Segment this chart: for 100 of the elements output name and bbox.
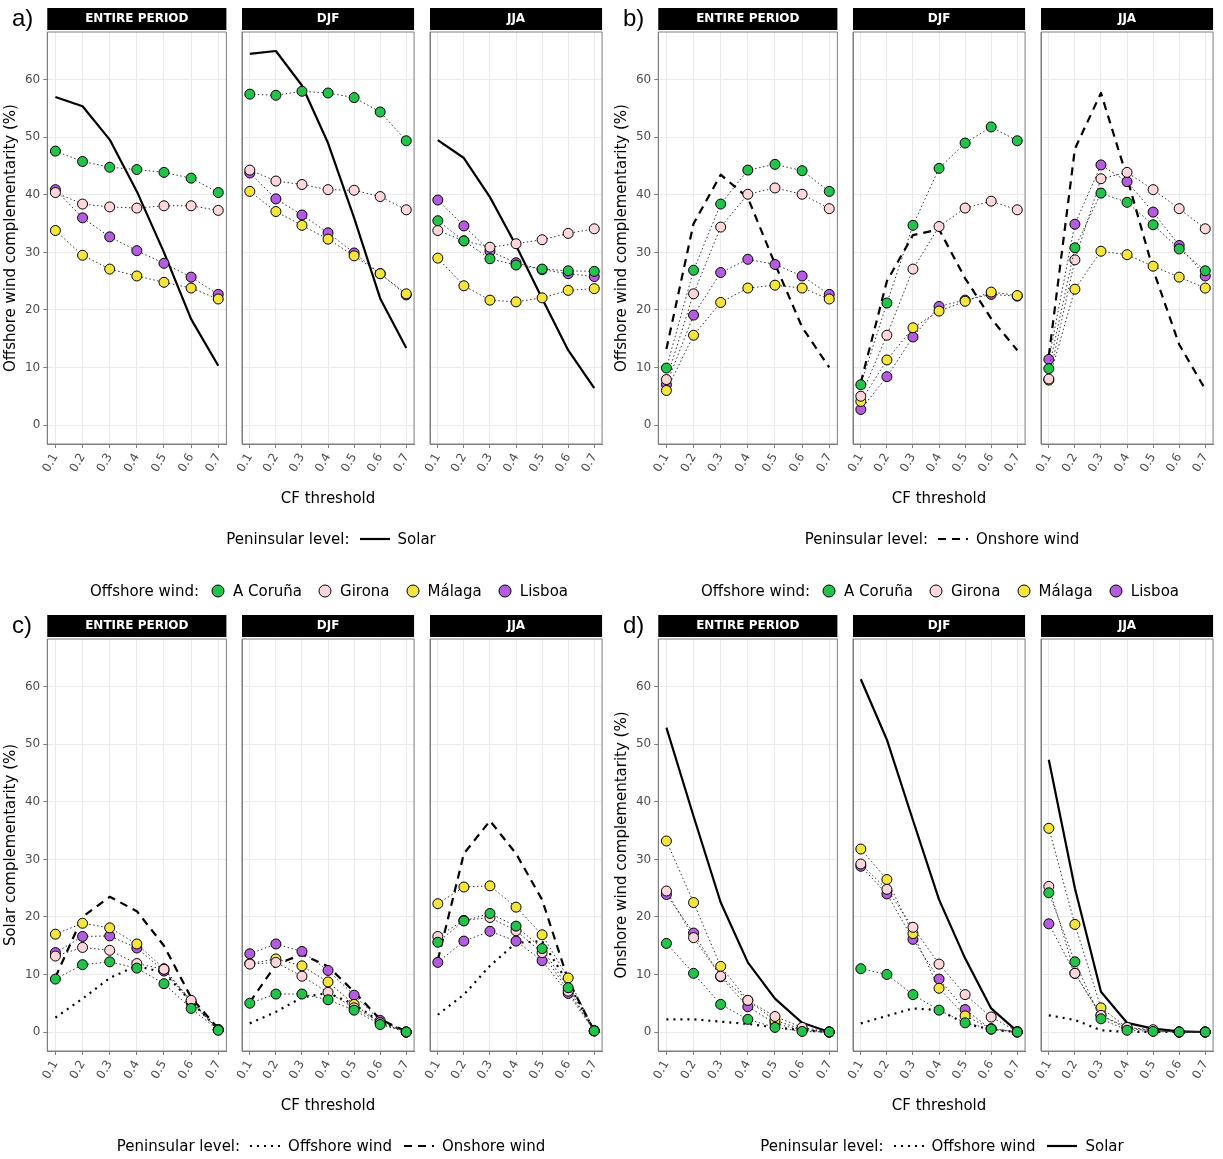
x-tick-label: 0.5 [1136,1057,1159,1082]
text: d) [623,611,645,639]
x-tick-label: 0.1 [421,450,444,475]
y-tick-label: 60 [635,678,652,693]
text: Offshore wind: [700,582,810,600]
y-tick-label: 10 [24,359,41,374]
x-tick-label: 0.2 [677,450,699,475]
x-tick-label: 0.4 [1110,1057,1133,1082]
x-tick-label: 0.7 [1000,450,1023,475]
chart-title: JJA [505,618,526,633]
x-tick-label: 0.5 [337,450,360,475]
legend-title: Peninsular level: [760,1137,884,1155]
x-tick-label: 0.1 [844,450,867,475]
chart-title: ENTIRE PERIOD [85,11,189,26]
x-tick-label: 0.7 [1188,1057,1211,1082]
legend-label: Málaga [1038,582,1093,600]
x-tick-label: 0.2 [259,450,282,475]
x-tick-label: 0.6 [363,450,386,475]
x-tick-label: 0.2 [677,1057,699,1082]
y-tick-label: 20 [635,909,652,924]
y-axis-title: Offshore wind complementarity (%) [611,104,630,372]
chart-title: ENTIRE PERIOD [85,618,189,633]
y-tick-label: 20 [635,302,652,317]
legend-label: A Coruña [232,582,303,600]
x-tick-label: 0.2 [66,1057,88,1082]
x-tick-label: 0.1 [233,1057,256,1082]
legend-label: A Coruña [843,582,914,600]
y-tick-label: 60 [635,71,652,86]
x-tick-label: 0.4 [120,1057,143,1082]
x-axis-title: CF threshold [891,488,987,507]
x-tick-label: 0.3 [896,1057,919,1082]
chart-title: DJF [316,11,340,26]
x-tick-label: 0.3 [285,450,308,475]
y-tick-label: 0 [643,1024,652,1039]
chart-title: ENTIRE PERIOD [696,618,800,633]
y-tick-label: 40 [24,186,41,201]
x-tick-label: 0.6 [174,1057,197,1082]
x-tick-label: 0.4 [731,1057,754,1082]
x-tick-label: 0.3 [285,1057,308,1082]
y-tick-label: 30 [24,851,41,866]
y-tick-label: 20 [24,909,41,924]
legend-label: Girona [951,582,1001,600]
y-tick-label: 50 [635,736,652,751]
x-tick-label: 0.2 [447,450,470,475]
x-tick-label: 0.1 [844,1057,867,1082]
x-tick-label: 0.1 [421,1057,444,1082]
legend-label: Girona [340,582,390,600]
x-tick-label: 0.2 [447,1057,470,1082]
y-tick-label: 50 [635,129,652,144]
x-tick-label: 0.7 [1188,450,1211,475]
x-tick-label: 0.1 [233,450,256,475]
chart-title: JJA [1116,11,1137,26]
legend-label: Onshore wind [976,530,1080,548]
x-tick-label: 0.7 [201,1057,224,1082]
text: a) [12,4,34,32]
x-tick-label: 0.1 [650,1057,672,1082]
x-tick-label: 0.2 [1058,1057,1081,1082]
x-tick-label: 0.6 [174,450,197,475]
y-tick-label: 0 [32,417,41,432]
text: b) [623,4,645,32]
x-tick-label: 0.3 [473,1057,496,1082]
x-axis-title: CF threshold [891,1095,987,1114]
x-tick-label: 0.5 [147,1057,170,1082]
x-tick-label: 0.7 [201,450,224,475]
x-tick-label: 0.3 [93,450,115,475]
y-tick-label: 40 [635,186,652,201]
x-tick-label: 0.5 [948,450,971,475]
text: c) [12,611,32,639]
x-tick-label: 0.5 [525,450,548,475]
x-tick-label: 0.5 [948,1057,971,1082]
x-tick-label: 0.1 [650,450,672,475]
x-tick-label: 0.1 [1032,450,1055,475]
x-tick-label: 0.6 [785,1057,808,1082]
x-tick-label: 0.4 [311,450,334,475]
x-tick-label: 0.4 [499,450,522,475]
y-tick-label: 30 [635,244,652,259]
chart-title: DJF [927,11,951,26]
x-tick-label: 0.3 [473,450,496,475]
x-tick-label: 0.3 [1084,450,1107,475]
x-tick-label: 0.4 [922,450,945,475]
x-axis-title: CF threshold [280,1095,376,1114]
x-tick-label: 0.2 [259,1057,282,1082]
y-tick-label: 50 [24,736,41,751]
y-tick-label: 0 [32,1024,41,1039]
x-tick-label: 0.7 [389,450,412,475]
x-tick-label: 0.4 [499,1057,522,1082]
y-tick-label: 60 [24,71,41,86]
x-axis-title: CF threshold [280,488,376,507]
text: Offshore wind: [89,582,199,600]
x-tick-label: 0.5 [147,450,170,475]
x-tick-label: 0.7 [812,1057,835,1082]
x-tick-label: 0.7 [577,1057,600,1082]
legend-label: Offshore wind [288,1137,393,1155]
x-tick-label: 0.3 [704,1057,726,1082]
y-tick-label: 10 [635,359,652,374]
y-tick-label: 10 [635,966,652,981]
x-tick-label: 0.5 [758,1057,781,1082]
x-tick-label: 0.6 [551,450,574,475]
x-tick-label: 0.2 [870,450,893,475]
y-tick-label: 60 [24,678,41,693]
